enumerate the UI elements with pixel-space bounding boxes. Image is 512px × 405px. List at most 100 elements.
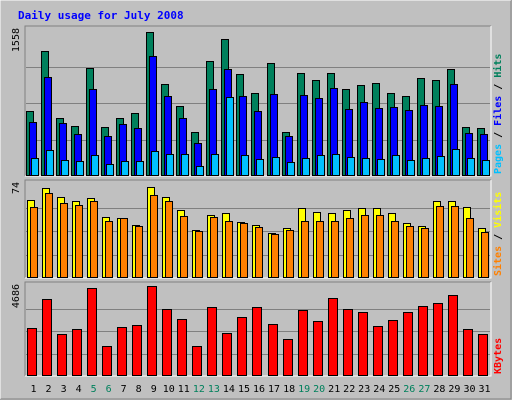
bar-pages-day-9	[151, 151, 159, 176]
x-tick-label: 27	[418, 384, 430, 395]
bar-sites-day-16	[255, 227, 263, 278]
bar-sites-day-15	[240, 223, 248, 278]
bar-sites-day-3	[60, 203, 68, 278]
x-tick-label: 22	[343, 384, 355, 395]
bar-pages-day-26	[407, 160, 415, 176]
bar-pages-day-6	[106, 164, 114, 176]
bar-sites-day-28	[436, 206, 444, 278]
bar-pages-day-25	[392, 155, 400, 176]
bar-kbytes-day-12	[192, 346, 202, 376]
bar-kbytes-day-13	[207, 307, 217, 376]
x-tick-label: 17	[268, 384, 280, 395]
bar-sites-day-21	[331, 221, 339, 278]
bar-pages-day-28	[437, 156, 445, 176]
bar-kbytes-day-5	[87, 288, 97, 376]
bar-sites-day-18	[286, 230, 294, 278]
bar-kbytes-day-18	[283, 339, 293, 376]
bar-sites-day-14	[225, 221, 233, 278]
bar-pages-day-11	[181, 154, 189, 176]
bar-sites-day-23	[361, 215, 369, 278]
legend-entry: Pages	[493, 144, 504, 174]
x-axis-labels: 1 2 3 4 5 6 7 8 9 10 11 12 13 14 15 16 17 18 19 20 21 22 23 24 2…	[30, 384, 490, 395]
x-tick-label: 14	[223, 384, 235, 395]
bar-sites-day-27	[421, 228, 429, 278]
legend-entry: Files	[492, 96, 504, 126]
panel-bevel-dark	[24, 179, 491, 278]
panel-kbytes: 4686 KBytes	[11, 281, 504, 377]
bar-kbytes-day-1	[27, 328, 37, 376]
y-max-label: 1558	[11, 28, 22, 52]
bar-kbytes-day-31	[478, 334, 488, 376]
x-tick-label: 13	[208, 384, 220, 395]
bar-pages-day-27	[422, 158, 430, 176]
bar-sites-day-4	[75, 205, 83, 278]
bar-sites-day-10	[165, 201, 173, 278]
x-tick-label: 11	[178, 384, 190, 395]
bar-kbytes-day-19	[298, 310, 308, 376]
bar-sites-day-12	[195, 231, 203, 278]
bar-pages-day-24	[377, 159, 385, 176]
bar-pages-day-22	[347, 157, 355, 176]
legend-entry: Sites	[492, 246, 504, 276]
legend-visits-sites: Sites / Visits	[492, 192, 504, 276]
bar-kbytes-day-10	[162, 309, 172, 376]
bar-kbytes-day-22	[343, 309, 353, 376]
series-files	[29, 56, 488, 176]
x-tick-label: 12	[193, 384, 205, 395]
series-kbytes	[27, 286, 488, 376]
bar-kbytes-day-14	[222, 333, 232, 376]
x-tick-label: 18	[283, 384, 295, 395]
bar-pages-day-20	[317, 155, 325, 176]
x-tick-label: 25	[388, 384, 400, 395]
bar-sites-day-31	[481, 232, 489, 278]
x-tick-label: 10	[163, 384, 175, 395]
bar-kbytes-day-4	[72, 329, 82, 376]
bar-pages-day-13	[211, 154, 219, 176]
bar-kbytes-day-11	[177, 319, 187, 376]
panel-bevel-dark	[24, 281, 491, 376]
x-tick-label: 3	[61, 384, 67, 395]
bar-pages-day-18	[287, 162, 295, 176]
bar-sites-day-17	[271, 234, 279, 278]
bar-kbytes-day-8	[132, 325, 142, 376]
bar-kbytes-day-30	[463, 329, 473, 376]
bar-pages-day-5	[91, 155, 99, 176]
panel-bevel-dark	[24, 25, 491, 176]
bar-sites-day-19	[301, 221, 309, 278]
x-tick-label: 16	[253, 384, 265, 395]
bar-sites-day-8	[135, 226, 143, 278]
x-tick-label: 15	[238, 384, 250, 395]
bar-pages-day-1	[31, 158, 39, 176]
bar-pages-day-16	[256, 159, 264, 176]
x-tick-label: 21	[328, 384, 340, 395]
x-tick-label: 2	[45, 384, 51, 395]
legend-entry: Hits	[492, 54, 504, 78]
y-max-label: 4686	[11, 284, 22, 308]
bar-kbytes-day-17	[268, 324, 278, 376]
bar-pages-day-19	[302, 158, 310, 176]
bar-kbytes-day-28	[433, 303, 443, 376]
legend-entry: KBytes	[493, 338, 504, 374]
bar-kbytes-day-26	[403, 312, 413, 376]
x-tick-label: 7	[121, 384, 127, 395]
bar-kbytes-day-3	[57, 334, 67, 376]
bar-kbytes-day-9	[147, 286, 157, 376]
series-pages	[31, 97, 490, 176]
x-tick-label: 4	[76, 384, 82, 395]
x-tick-label: 24	[373, 384, 385, 395]
legend-entry: /	[493, 228, 504, 246]
bar-sites-day-2	[45, 193, 53, 278]
bar-pages-day-17	[272, 157, 280, 176]
legend-hits-files-pages: Pages / Files / Hits	[492, 54, 504, 174]
bar-pages-day-15	[241, 155, 249, 176]
bar-kbytes-day-15	[237, 317, 247, 376]
bar-kbytes-day-23	[358, 312, 368, 376]
bar-pages-day-4	[76, 161, 84, 176]
x-tick-label: 28	[433, 384, 445, 395]
x-tick-label: 31	[478, 384, 490, 395]
x-tick-label: 20	[313, 384, 325, 395]
bar-kbytes-day-21	[328, 298, 338, 376]
